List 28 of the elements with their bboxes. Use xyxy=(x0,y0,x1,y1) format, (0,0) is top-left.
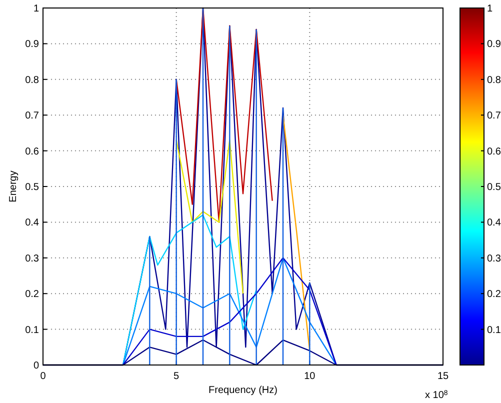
y-tick-label: 0.1 xyxy=(25,324,40,336)
x-tick-label: 5 xyxy=(174,371,180,382)
color-bar-label: 0.5 xyxy=(487,182,501,193)
y-axis-title: Energy xyxy=(8,170,19,202)
x-tick-label: 10 xyxy=(304,371,316,382)
x-tick-label: 15 xyxy=(437,371,449,382)
y-tick-label: 0.6 xyxy=(25,146,40,158)
color-bar-label: 0.1 xyxy=(487,324,501,336)
color-bar-label: 0.4 xyxy=(487,218,501,229)
y-tick-label: 0.3 xyxy=(25,253,40,264)
y-tick-label: 0.2 xyxy=(25,289,40,300)
color-bar-label: 0.8 xyxy=(487,74,501,86)
color-bar-label: 0.6 xyxy=(487,146,501,158)
y-tick-label: 0 xyxy=(33,360,40,372)
y-tick-label: 0.9 xyxy=(25,39,40,50)
color-bar-label: 0.9 xyxy=(487,39,501,50)
color-bar-label: 0.3 xyxy=(487,253,501,264)
x-tick-label: 0 xyxy=(40,371,46,382)
y-tick-label: 0.7 xyxy=(25,110,40,122)
color-bar-label: 0.2 xyxy=(487,289,501,300)
y-tick-label: 0.8 xyxy=(25,74,40,86)
y-tick-label: 0.5 xyxy=(25,182,40,193)
text: x 10$^{8}$ xyxy=(425,390,448,401)
color-bar-label: 0.7 xyxy=(487,110,501,122)
color-bar-label: 1 xyxy=(487,4,493,14)
y-tick-label: 1 xyxy=(33,4,40,14)
y-tick-label: 0.4 xyxy=(25,218,40,229)
x-axis-title: Frequency (Hz) xyxy=(208,385,278,396)
